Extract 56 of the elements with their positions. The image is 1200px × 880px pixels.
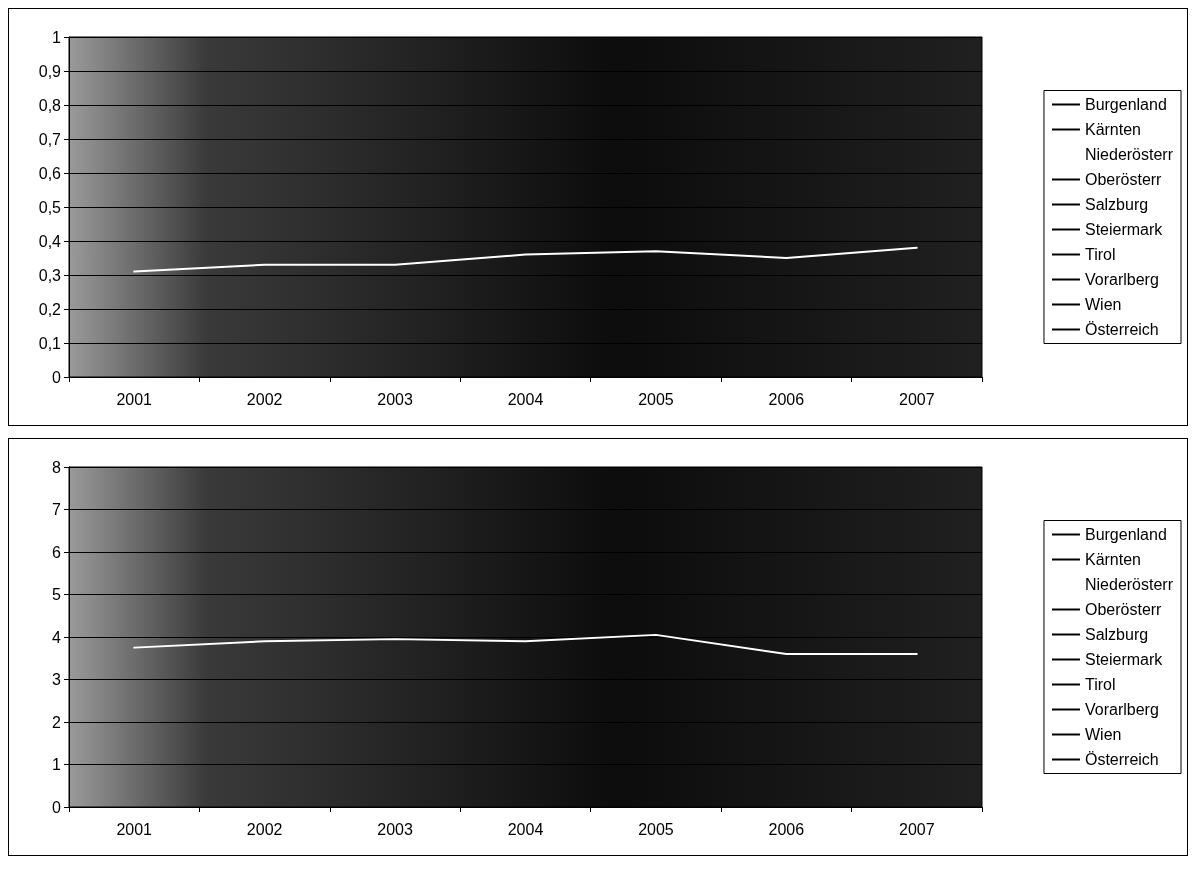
legend-label: Oberösterr [1084, 601, 1163, 618]
x-tick-label: 2007 [898, 390, 935, 408]
x-tick-label: 2006 [768, 820, 805, 838]
x-tick-label: 2003 [377, 820, 413, 838]
legend-label: Tirol [1084, 246, 1116, 263]
legend-label: Tirol [1084, 676, 1116, 693]
y-tick-label: 1 [52, 756, 62, 773]
legend-label: Steiermark [1084, 651, 1164, 668]
y-tick-label: 0,5 [38, 198, 62, 216]
text: Niederösterr [1084, 146, 1174, 163]
legend-label: Oberösterr [1084, 171, 1163, 188]
x-tick-label: 2002 [246, 390, 283, 408]
y-tick-label: 5 [52, 586, 62, 603]
text: Niederösterr [1084, 576, 1174, 593]
y-tick-label: 2 [52, 713, 62, 731]
y-tick-label: 0 [52, 368, 62, 386]
legend-label: Kärnten [1084, 551, 1142, 568]
x-tick-label: 2007 [898, 820, 935, 838]
x-tick-label: 2003 [377, 390, 413, 408]
legend-label: Burgenland [1084, 96, 1167, 113]
legend-label: Salzburg [1084, 626, 1149, 643]
y-tick-label: 0 [52, 798, 62, 816]
y-tick-label: 0,4 [38, 232, 62, 250]
y-tick-label: 7 [52, 501, 62, 518]
y-tick-label: 0,2 [38, 300, 62, 318]
x-tick-label: 2001 [116, 390, 153, 408]
y-tick-label: 8 [52, 458, 62, 476]
legend-label: Steiermark [1084, 221, 1164, 238]
y-tick-label: 3 [52, 671, 62, 688]
legend-label: Vorarlberg [1084, 701, 1159, 718]
x-tick-label: 2004 [507, 820, 544, 838]
legend-label: Salzburg [1084, 196, 1149, 213]
y-tick-label: 1 [52, 28, 62, 46]
line-series [133, 633, 918, 655]
legend-label: Österreich [1084, 321, 1159, 338]
y-tick-label: 0,1 [38, 334, 62, 352]
y-tick-label: 4 [52, 628, 62, 646]
y-tick-label: 0,7 [38, 130, 62, 148]
x-tick-label: 2001 [116, 820, 153, 838]
x-tick-label: 2004 [507, 390, 544, 408]
x-tick-label: 2002 [246, 820, 283, 838]
y-tick-label: 0,9 [38, 62, 62, 80]
x-tick-label: 2005 [638, 820, 674, 838]
legend-label: Burgenland [1084, 526, 1167, 543]
x-tick-label: 2006 [768, 390, 805, 408]
x-tick-label: 2005 [638, 390, 674, 408]
legend-label: Kärnten [1084, 121, 1142, 138]
legend-label: Wien [1084, 296, 1122, 313]
y-tick-label: 0,6 [38, 164, 62, 182]
line-series [133, 246, 918, 273]
y-tick-label: 0,8 [38, 96, 62, 114]
legend-label: Vorarlberg [1084, 271, 1159, 288]
y-tick-label: 0,3 [38, 266, 62, 284]
legend-label: Wien [1084, 726, 1122, 743]
legend-label: Österreich [1084, 751, 1159, 768]
y-tick-label: 6 [52, 543, 62, 561]
